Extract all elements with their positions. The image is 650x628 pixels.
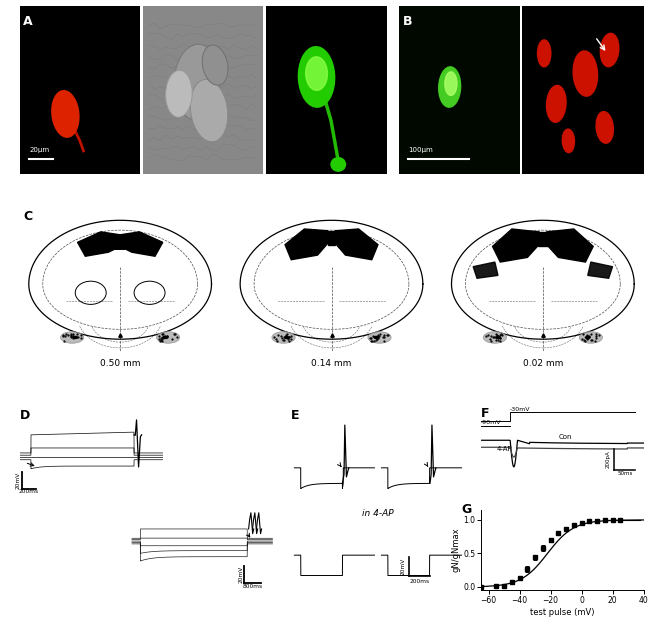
Ellipse shape — [166, 70, 192, 117]
Text: 0.02 mm: 0.02 mm — [523, 359, 563, 368]
Ellipse shape — [202, 45, 228, 85]
Text: A: A — [23, 14, 32, 28]
Circle shape — [75, 281, 106, 305]
Ellipse shape — [483, 332, 506, 344]
Text: -90mV: -90mV — [481, 420, 501, 425]
Text: -30mV: -30mV — [510, 406, 530, 411]
Ellipse shape — [495, 336, 501, 339]
Text: in 4-AP: in 4-AP — [362, 509, 394, 518]
Ellipse shape — [331, 158, 346, 171]
Text: C: C — [23, 210, 32, 223]
Ellipse shape — [579, 332, 603, 344]
Ellipse shape — [439, 67, 461, 107]
Text: 0.50 mm: 0.50 mm — [100, 359, 140, 368]
Ellipse shape — [538, 40, 551, 67]
Ellipse shape — [190, 79, 228, 142]
Y-axis label: gN/gNmax: gN/gNmax — [451, 528, 460, 572]
Polygon shape — [114, 235, 126, 249]
Text: 20mV: 20mV — [238, 566, 243, 583]
Ellipse shape — [157, 332, 180, 344]
Text: 800ms: 800ms — [242, 583, 263, 588]
Ellipse shape — [298, 46, 335, 107]
Text: B: B — [402, 14, 412, 28]
Text: 50ms: 50ms — [617, 470, 632, 475]
Text: 0.14 mm: 0.14 mm — [311, 359, 352, 368]
Text: 100μm: 100μm — [408, 146, 434, 153]
Ellipse shape — [562, 129, 575, 153]
Ellipse shape — [596, 112, 614, 143]
Text: 20mV: 20mV — [16, 472, 21, 489]
Polygon shape — [328, 230, 335, 245]
Text: 200pA: 200pA — [606, 451, 611, 468]
Ellipse shape — [52, 90, 79, 137]
Ellipse shape — [601, 33, 619, 67]
Text: D: D — [20, 409, 30, 422]
Ellipse shape — [162, 336, 168, 339]
Text: 200ms: 200ms — [410, 579, 430, 584]
Text: Con: Con — [559, 434, 573, 440]
Ellipse shape — [60, 332, 84, 344]
Polygon shape — [335, 229, 378, 260]
Polygon shape — [285, 229, 328, 260]
Circle shape — [134, 281, 165, 305]
Polygon shape — [120, 232, 162, 256]
Ellipse shape — [306, 57, 328, 90]
Text: F: F — [481, 407, 489, 420]
Ellipse shape — [72, 336, 79, 339]
Text: 4-AP: 4-AP — [497, 447, 513, 452]
Text: 20mV: 20mV — [401, 558, 406, 575]
Ellipse shape — [174, 45, 220, 120]
Polygon shape — [493, 229, 539, 262]
Ellipse shape — [368, 332, 391, 344]
Text: E: E — [291, 409, 300, 422]
Ellipse shape — [547, 85, 566, 122]
Text: 200ms: 200ms — [19, 489, 39, 494]
Ellipse shape — [272, 332, 295, 344]
Ellipse shape — [445, 72, 457, 95]
Polygon shape — [538, 232, 547, 246]
Ellipse shape — [283, 336, 290, 339]
Ellipse shape — [573, 51, 597, 96]
Polygon shape — [77, 232, 120, 256]
Text: 20μm: 20μm — [29, 146, 49, 153]
Polygon shape — [588, 262, 612, 278]
Ellipse shape — [584, 336, 591, 339]
Ellipse shape — [373, 336, 380, 339]
Text: G: G — [462, 504, 472, 516]
X-axis label: test pulse (mV): test pulse (mV) — [530, 608, 595, 617]
Polygon shape — [547, 229, 593, 262]
Polygon shape — [473, 262, 498, 278]
